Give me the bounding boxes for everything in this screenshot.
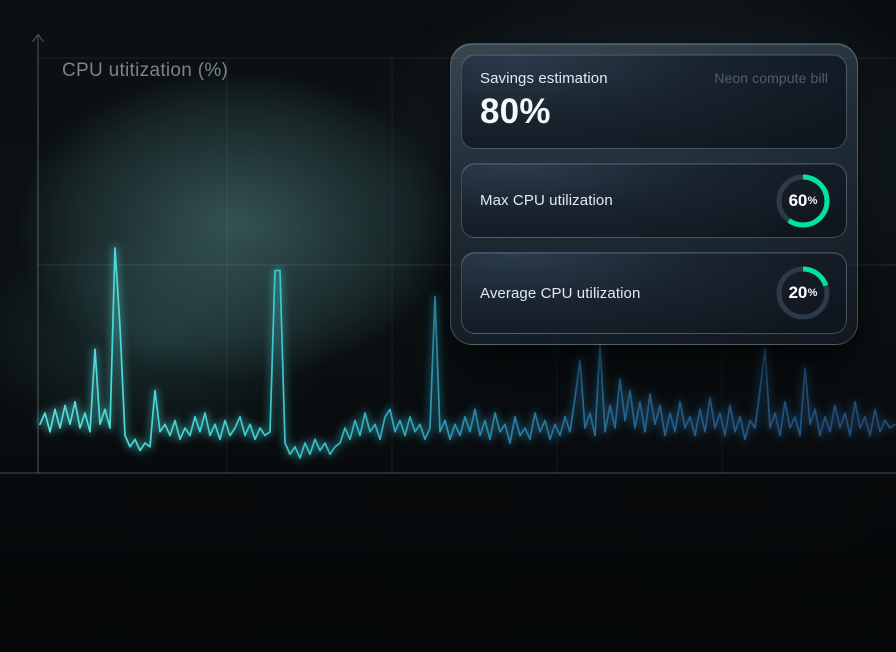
max-cpu-unit: %	[807, 194, 818, 207]
savings-value: 80%	[480, 92, 551, 131]
savings-card: Savings estimation Neon compute bill 80%	[461, 54, 847, 149]
savings-title: Savings estimation	[480, 70, 608, 87]
chart-title: CPU utitization (%)	[62, 60, 229, 81]
max-cpu-value: 60	[788, 190, 808, 210]
stats-panel: Savings estimation Neon compute bill 80%…	[450, 43, 858, 345]
ring-progress	[776, 174, 830, 227]
ring-progress	[776, 266, 830, 320]
ring-gauge-svg	[776, 174, 830, 227]
max-cpu-card: Max CPU utilization 60 %	[461, 163, 847, 238]
avg-cpu-unit: %	[807, 287, 818, 299]
max-cpu-title: Max CPU utilization	[480, 192, 613, 209]
avg-cpu-value: 20	[788, 283, 808, 302]
ring-gauge-svg	[776, 266, 830, 320]
max-cpu-ring-label: 60 %	[774, 172, 832, 230]
max-cpu-ring-gauge: 60 %	[774, 172, 832, 230]
neon-compute-bill-tag: Neon compute bill	[714, 70, 828, 86]
cpu-line	[39, 247, 896, 459]
avg-cpu-card: Average CPU utilization 20 %	[461, 252, 847, 334]
avg-cpu-ring-label: 20 %	[774, 264, 832, 322]
avg-cpu-ring-gauge: 20 %	[774, 264, 832, 322]
axes	[0, 33, 896, 474]
y-axis-arrow-icon	[31, 33, 45, 43]
avg-cpu-title: Average CPU utilization	[480, 284, 641, 302]
